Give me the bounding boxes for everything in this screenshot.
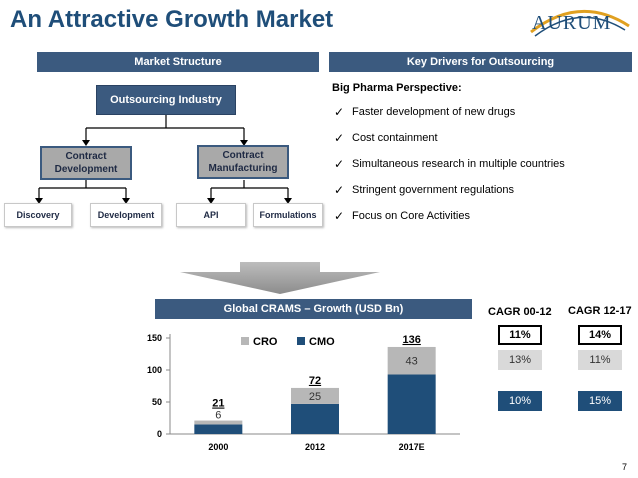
tree-root: Outsourcing Industry [96,85,236,115]
check-icon: ✓ [334,157,345,171]
driver-text: Faster development of new drugs [352,106,516,118]
page-number: 7 [622,462,628,472]
total-data-label: 136 [402,334,420,346]
y-tick-label: 0 [157,429,162,439]
down-arrow-icon [180,262,380,294]
cagr-cmo-00-12: 10% [498,391,542,411]
driver-item: ✓ Faster development of new drugs [334,105,515,119]
cagr-cro-00-12: 13% [498,350,542,370]
driver-text: Simultaneous research in multiple countr… [352,158,565,170]
cagr-total-12-17: 14% [578,325,622,345]
page-title: An Attractive Growth Market [10,6,334,33]
driver-item: ✓ Stringent government regulations [334,183,514,197]
cagr-cro-12-17: 11% [578,350,622,370]
tree-leaf: Formulations [253,203,323,227]
total-data-label: 21 [212,398,224,410]
logo-text: AURUM [532,12,612,34]
x-tick-label: 2000 [208,442,228,452]
tree-leaf: Discovery [4,203,72,227]
x-tick-label: 2012 [305,442,325,452]
check-icon: ✓ [334,183,345,197]
check-icon: ✓ [334,105,345,119]
bar-cro [387,346,436,375]
cro-data-label: 6 [215,410,221,422]
cagr-heading: CAGR 12-17 [568,305,632,317]
bar-cro [291,387,339,404]
x-tick-label: 2017E [399,442,425,452]
check-icon: ✓ [334,209,345,223]
driver-text: Stringent government regulations [352,184,515,196]
aurum-logo [530,9,630,37]
cagr-heading: CAGR 00-12 [488,306,552,318]
tree-leaf: Development [90,203,162,227]
bar-cmo [291,403,339,434]
cro-data-label: 43 [406,356,418,368]
legend-label-cro: CRO [253,336,278,348]
y-tick-label: 50 [152,397,162,407]
bar-cmo [194,424,243,434]
legend-label-cmo: CMO [309,336,335,348]
cagr-total-00-12: 11% [498,325,542,345]
market-structure-band: Market Structure [37,52,319,72]
bar-cro [194,420,243,425]
tree-branch-manufacturing: Contract Manufacturing [197,145,289,179]
driver-item: ✓ Simultaneous research in multiple count… [334,157,565,171]
tree-leaf: API [176,203,246,227]
check-icon: ✓ [334,131,345,145]
driver-item: ✓ Focus on Core Activities [334,209,470,223]
y-tick-label: 100 [147,365,162,375]
cagr-cmo-12-17: 15% [578,391,622,411]
chart-title-band: Global CRAMS – Growth (USD Bn) [155,299,472,319]
tree-branch-development: Contract Development [40,146,132,180]
legend-swatch-cro [241,337,249,345]
driver-text: Focus on Core Activities [352,210,470,222]
tree-connectors [35,110,292,204]
crams-chart: 0 50 100 150 621 2000 25 72 2012 43 136 2017E CRO CMO [147,333,460,452]
total-data-label: 72 [309,375,321,387]
driver-text: Cost containment [352,132,438,144]
legend-swatch-cmo [297,337,305,345]
key-drivers-heading: Big Pharma Perspective: [332,82,462,94]
bar-cmo [387,374,436,434]
y-tick-label: 150 [147,333,162,343]
key-drivers-band: Key Drivers for Outsourcing [329,52,632,72]
driver-item: ✓ Cost containment [334,131,438,145]
cro-data-label: 25 [309,391,321,403]
